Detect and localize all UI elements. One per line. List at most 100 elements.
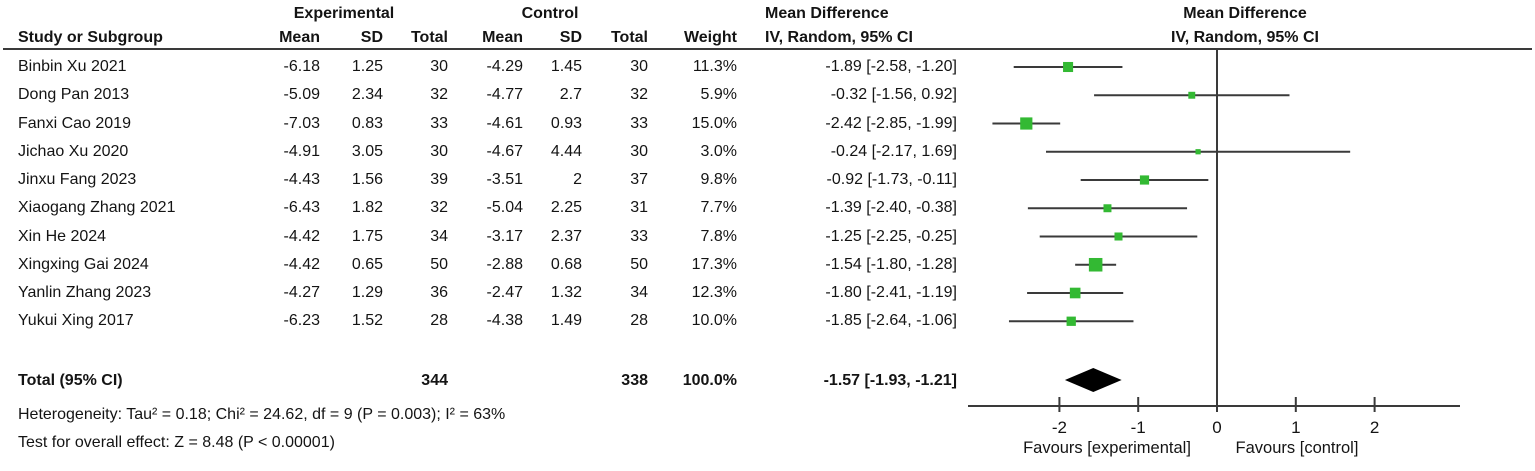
table-row: Jichao Xu 2020 -4.91 3.05 30 -4.67 4.44 30 3.0%…	[0, 138, 965, 166]
effect-marker	[1020, 117, 1033, 130]
effect-marker	[1088, 257, 1103, 272]
header-col-mean-ctrl: Mean	[482, 29, 523, 46]
ci-text-cell: -1.89 [-2.58, -1.20]	[825, 58, 957, 75]
ci-text-cell: -1.39 [-2.40, -0.38]	[825, 199, 957, 217]
header-rule	[3, 48, 1532, 50]
header-col-study: Study or Subgroup	[18, 29, 163, 46]
mean-exp-cell: -4.42	[283, 227, 320, 245]
sd-exp-cell: 1.52	[351, 312, 383, 330]
total-ctrl-cell: 34	[630, 284, 648, 301]
axis-tick-label: -1	[1131, 418, 1146, 437]
weight-cell: 11.3%	[692, 58, 737, 75]
total-ctrl-cell: 32	[630, 86, 648, 104]
table-row: Xin He 2024 -4.42 1.75 34 -3.17 2.37 33 7.8% -1.…	[0, 223, 965, 251]
total-exp-cell: 32	[430, 86, 448, 104]
heterogeneity-note: Heterogeneity: Tau² = 0.18; Chi² = 24.62…	[18, 406, 506, 423]
total-exp-n: 344	[421, 372, 448, 389]
header-col-sd-ctrl: SD	[559, 29, 582, 46]
study-name-cell: Jinxu Fang 2023	[18, 171, 137, 188]
sd-exp-cell: 2.34	[351, 86, 383, 104]
weight-cell: 3.0%	[700, 142, 737, 160]
header-col-mean-exp: Mean	[279, 29, 320, 46]
ci-text-cell: -1.25 [-2.25, -0.25]	[825, 227, 957, 245]
axis-tick-label: 1	[1291, 418, 1300, 437]
study-name-cell: Yanlin Zhang 2023	[18, 284, 152, 301]
header-md-title-plot: Mean Difference	[1183, 5, 1307, 22]
mean-ctrl-cell: -4.77	[486, 86, 523, 104]
table-row: Yukui Xing 2017 -6.23 1.52 28 -4.38 1.49 28 10.…	[0, 307, 965, 335]
table-row: Binbin Xu 2021 -6.18 1.25 30 -4.29 1.45 30 11.3…	[0, 53, 965, 81]
sd-ctrl-cell: 2.25	[550, 199, 582, 217]
study-name-cell: Fanxi Cao 2019	[18, 114, 131, 132]
ci-text-cell: -0.92 [-1.73, -0.11]	[826, 171, 957, 188]
sd-ctrl-cell: 4.44	[550, 142, 582, 160]
header-col-total-ctrl: Total	[610, 29, 648, 46]
effect-marker	[1139, 175, 1150, 185]
effect-marker	[1195, 149, 1201, 155]
favours-left-label: Favours [experimental]	[1023, 439, 1191, 457]
weight-cell: 7.7%	[700, 199, 737, 217]
weight-cell: 10.0%	[691, 312, 737, 330]
total-weight: 100.0%	[682, 372, 737, 389]
mean-exp-cell: -6.18	[283, 58, 320, 75]
total-exp-cell: 33	[430, 114, 448, 132]
axis-tick-label: -2	[1052, 418, 1067, 437]
mean-exp-cell: -6.43	[283, 199, 320, 217]
sd-exp-cell: 1.82	[351, 199, 383, 217]
mean-exp-cell: -4.42	[283, 255, 320, 273]
mean-exp-cell: -7.03	[283, 114, 320, 132]
effect-marker	[1069, 287, 1081, 299]
table-row: Yanlin Zhang 2023 -4.27 1.29 36 -2.47 1.32 34 1…	[0, 279, 965, 307]
total-exp-cell: 30	[430, 142, 448, 160]
header-col-total-exp: Total	[410, 29, 448, 46]
total-ctrl-cell: 30	[630, 58, 648, 75]
mean-exp-cell: -5.09	[283, 86, 320, 104]
study-name-cell: Xin He 2024	[18, 227, 107, 245]
sd-ctrl-cell: 2.37	[550, 227, 582, 245]
study-name-cell: Dong Pan 2013	[18, 86, 130, 104]
study-name-cell: Binbin Xu 2021	[18, 58, 127, 75]
mean-ctrl-cell: -3.17	[486, 227, 523, 245]
effect-marker	[1066, 316, 1076, 326]
total-exp-cell: 36	[430, 284, 448, 301]
mean-ctrl-cell: -5.04	[486, 199, 523, 217]
weight-cell: 17.3%	[691, 255, 737, 273]
weight-cell: 7.8%	[700, 227, 737, 245]
mean-ctrl-cell: -4.61	[486, 114, 523, 132]
total-exp-cell: 34	[430, 227, 448, 245]
study-name-cell: Xingxing Gai 2024	[18, 255, 149, 273]
study-name-cell: Yukui Xing 2017	[18, 312, 134, 330]
total-ctrl-cell: 33	[630, 114, 648, 132]
header-md-subtitle-plot: IV, Random, 95% CI	[1171, 29, 1319, 46]
total-label: Total (95% CI)	[18, 372, 123, 389]
mean-exp-cell: -6.23	[283, 312, 320, 330]
mean-ctrl-cell: -2.47	[486, 284, 523, 301]
total-ctrl-cell: 50	[630, 255, 648, 273]
ci-text-cell: -0.24 [-2.17, 1.69]	[830, 142, 957, 160]
axis-tick-label: 2	[1370, 418, 1379, 437]
sd-exp-cell: 3.05	[351, 142, 383, 160]
total-ctrl-cell: 28	[630, 312, 648, 330]
total-exp-cell: 32	[430, 199, 448, 217]
pooled-diamond	[1064, 368, 1122, 392]
mean-exp-cell: -4.91	[283, 142, 320, 160]
mean-exp-cell: -4.27	[283, 284, 320, 301]
study-name-cell: Xiaogang Zhang 2021	[18, 199, 176, 217]
mean-ctrl-cell: -3.51	[486, 171, 523, 188]
overall-effect-note: Test for overall effect: Z = 8.48 (P < 0…	[18, 434, 335, 451]
mean-exp-cell: -4.43	[283, 171, 320, 188]
total-row: Total (95% CI) 344 338 100.0% -1.57 [-1.…	[0, 367, 965, 395]
header-col-sd-exp: SD	[360, 29, 383, 46]
ci-text-cell: -1.85 [-2.64, -1.06]	[825, 312, 957, 330]
total-ctrl-cell: 30	[630, 142, 648, 160]
sd-ctrl-cell: 0.93	[550, 114, 582, 132]
sd-exp-cell: 1.75	[351, 227, 383, 245]
effect-marker	[1103, 204, 1112, 213]
mean-ctrl-cell: -2.88	[486, 255, 523, 273]
header-md-title-text: Mean Difference	[765, 5, 889, 22]
table-row: Dong Pan 2013 -5.09 2.34 32 -4.77 2.7 32 5.9% -0…	[0, 81, 965, 109]
header-col-weight: Weight	[683, 29, 737, 46]
weight-cell: 12.3%	[691, 284, 737, 301]
total-ci-text: -1.57 [-1.93, -1.21]	[823, 372, 957, 389]
